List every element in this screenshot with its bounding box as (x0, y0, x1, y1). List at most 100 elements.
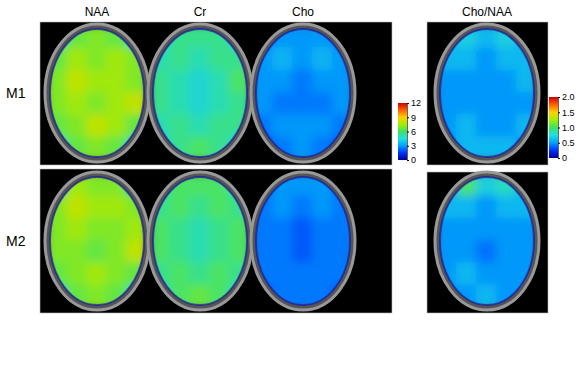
tick: 2.0 (558, 92, 575, 102)
column-title: Cho/NAA (462, 5, 512, 19)
heatmap-cell (496, 240, 518, 264)
heatmap-cell (456, 47, 478, 71)
figure: NAACrChoCho/NAAM1M203691200.51.01.52.0 (0, 0, 586, 375)
heatmap-cell (456, 70, 478, 94)
map-cells (252, 25, 354, 161)
row-title: M1 (6, 85, 26, 101)
map-edge (256, 29, 350, 157)
heatmap-cell (476, 47, 498, 71)
heatmap-cell (209, 114, 231, 138)
heatmap-cell (106, 47, 128, 71)
tick-label: 12 (411, 98, 421, 108)
heatmap-cell (106, 285, 128, 309)
panel-background (40, 169, 392, 313)
map-edge (256, 177, 350, 305)
heatmap-cell (189, 195, 211, 219)
heatmap-cell (272, 285, 294, 309)
heatmap-cell (209, 195, 231, 219)
tick-mark (407, 160, 409, 161)
map-edge (153, 29, 247, 157)
heatmap-cell (209, 218, 231, 242)
heatmap-cell (496, 195, 518, 219)
heatmap-cell (312, 173, 334, 197)
heatmap-cell (272, 218, 294, 242)
heatmap-cell (106, 218, 128, 242)
heatmap-cell (292, 92, 314, 116)
column-title: Cho (292, 5, 314, 19)
colorbar-axis-line (559, 98, 561, 159)
colorbar (398, 103, 407, 160)
heatmap-cell (86, 262, 108, 286)
map-edge (440, 177, 534, 305)
skull-outline (148, 24, 252, 162)
heatmap-cell (456, 173, 478, 197)
heatmap-cell (456, 262, 478, 286)
map (46, 173, 148, 309)
heatmap-cell (169, 25, 191, 49)
heatmap-cell (476, 240, 498, 264)
heatmap-cell (106, 195, 128, 219)
heatmap-cell (209, 285, 231, 309)
tick: 6 (407, 127, 416, 137)
heatmap-cell (66, 173, 88, 197)
tick: 1.0 (558, 123, 575, 133)
heatmap-cell (86, 92, 108, 116)
heatmap-cell (456, 92, 478, 116)
heatmap-cell (312, 92, 334, 116)
heatmap-cell (66, 92, 88, 116)
heatmap-cell (106, 262, 128, 286)
tick-mark (558, 158, 560, 159)
heatmap-cell (189, 70, 211, 94)
heatmap-cell (86, 218, 108, 242)
panel-background (40, 22, 392, 165)
heatmap-cell (272, 114, 294, 138)
heatmap-cell (456, 114, 478, 138)
heatmap-cell (476, 262, 498, 286)
heatmap-cell (496, 47, 518, 71)
tick-mark (407, 132, 409, 133)
heatmap-cell (169, 70, 191, 94)
tick-mark (558, 128, 560, 129)
heatmap-cell (272, 137, 294, 161)
map (252, 173, 354, 309)
tick-mark (558, 112, 560, 113)
skull-outline (148, 172, 252, 310)
heatmap-cell (209, 173, 231, 197)
heatmap-cell (476, 70, 498, 94)
heatmap-cell (189, 262, 211, 286)
heatmap-cell (476, 92, 498, 116)
heatmap-cell (66, 70, 88, 94)
heatmap-cell (169, 114, 191, 138)
colorbar-axis: 0 3 6 9 12 (407, 98, 421, 165)
map (252, 25, 354, 161)
heatmap-cell (189, 240, 211, 264)
heatmap-cell (312, 240, 334, 264)
heatmap-cell (209, 70, 231, 94)
heatmap-cell (312, 285, 334, 309)
heatmap-cell (292, 262, 314, 286)
tick-label: 0 (411, 155, 416, 165)
heatmap-cell (189, 47, 211, 71)
tick: 1.5 (558, 108, 575, 118)
map-edge (50, 29, 144, 157)
map-cells (149, 25, 251, 161)
heatmap-cell (86, 240, 108, 264)
map-edge (440, 29, 534, 157)
column-title: Cr (194, 5, 207, 19)
skull-outline (435, 172, 539, 310)
tick-mark (407, 146, 409, 147)
map (149, 173, 251, 309)
heatmap-cell (86, 47, 108, 71)
tick: 3 (407, 141, 416, 151)
heatmap-cell (169, 262, 191, 286)
heatmap-cell (476, 218, 498, 242)
heatmap-cell (66, 25, 88, 49)
heatmap-cell (272, 240, 294, 264)
tick-label: 9 (411, 113, 416, 123)
heatmap-cell (476, 195, 498, 219)
heatmap-cell (496, 262, 518, 286)
heatmap-cell (496, 114, 518, 138)
heatmap-cell (189, 218, 211, 242)
tick-mark (407, 103, 409, 104)
tick: 0 (558, 153, 567, 163)
